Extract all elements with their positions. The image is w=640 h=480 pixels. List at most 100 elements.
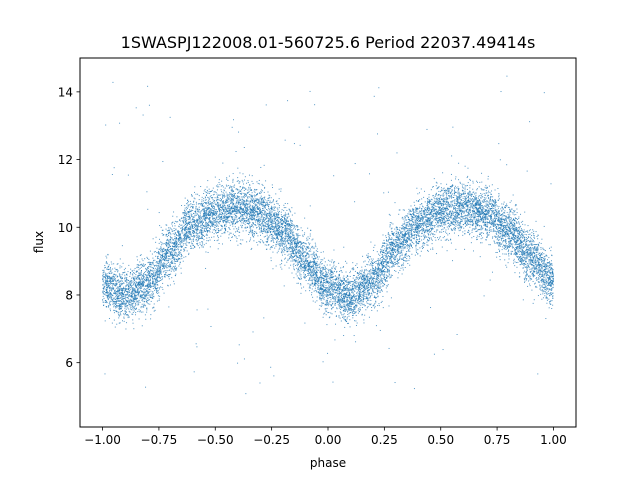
data-point xyxy=(531,235,532,237)
data-point xyxy=(202,221,204,223)
data-point xyxy=(111,288,113,290)
data-point xyxy=(133,289,135,291)
data-point xyxy=(225,223,227,225)
data-point xyxy=(346,299,348,301)
data-point xyxy=(354,296,356,298)
data-point xyxy=(260,210,262,212)
data-point xyxy=(227,184,229,186)
data-point xyxy=(482,220,484,222)
data-point xyxy=(132,289,134,291)
data-point xyxy=(345,295,347,297)
data-point xyxy=(457,220,459,222)
data-point xyxy=(115,281,117,283)
data-point xyxy=(196,233,198,235)
data-point xyxy=(134,278,136,280)
data-point xyxy=(370,241,372,243)
data-point xyxy=(423,223,425,225)
data-point xyxy=(263,197,265,199)
data-point xyxy=(267,221,269,223)
data-point xyxy=(524,277,526,279)
data-point xyxy=(361,297,363,299)
data-point xyxy=(188,252,190,254)
data-point xyxy=(159,267,161,269)
data-point xyxy=(414,217,416,219)
data-point xyxy=(346,285,348,287)
data-point xyxy=(418,217,420,219)
data-point xyxy=(301,261,303,263)
data-point xyxy=(310,272,312,274)
data-point xyxy=(428,236,430,238)
data-point xyxy=(326,300,328,302)
data-point xyxy=(353,279,355,281)
data-point xyxy=(408,259,410,261)
data-point xyxy=(309,267,311,269)
data-point xyxy=(452,214,454,216)
data-point xyxy=(497,241,499,243)
data-point xyxy=(190,245,192,247)
data-point xyxy=(180,256,182,258)
data-point xyxy=(278,217,280,218)
data-point xyxy=(116,306,118,308)
data-point xyxy=(513,258,515,260)
data-point xyxy=(357,283,359,285)
data-point xyxy=(447,214,449,216)
data-point xyxy=(516,212,518,214)
data-point xyxy=(320,289,322,290)
data-point xyxy=(126,305,128,307)
data-point xyxy=(137,301,139,303)
data-point xyxy=(465,210,467,212)
data-point xyxy=(273,199,275,201)
data-point xyxy=(231,211,233,213)
data-point xyxy=(296,264,298,266)
data-point xyxy=(520,241,522,243)
data-point xyxy=(106,268,108,270)
data-point xyxy=(381,245,383,247)
data-point xyxy=(242,199,244,201)
data-point xyxy=(497,218,499,220)
data-point xyxy=(520,235,522,237)
data-point xyxy=(298,271,300,273)
data-point xyxy=(164,272,166,274)
data-point xyxy=(385,256,387,258)
data-point xyxy=(264,225,266,227)
data-point xyxy=(290,211,292,213)
data-point xyxy=(222,162,224,164)
data-point xyxy=(276,231,278,233)
data-point xyxy=(532,248,534,250)
data-point xyxy=(203,234,205,236)
data-point xyxy=(532,241,534,243)
data-point xyxy=(287,224,289,226)
data-point xyxy=(327,294,329,296)
data-point xyxy=(117,279,119,281)
data-point xyxy=(368,270,370,272)
data-point xyxy=(243,147,245,148)
data-point xyxy=(268,206,270,208)
data-point xyxy=(460,206,462,208)
data-point xyxy=(252,206,254,208)
data-point xyxy=(171,237,173,239)
data-point xyxy=(343,279,345,281)
data-point xyxy=(480,220,482,222)
data-point xyxy=(261,213,263,215)
data-point xyxy=(166,240,168,242)
data-point xyxy=(451,229,453,231)
data-point xyxy=(237,199,239,201)
data-point xyxy=(183,242,185,244)
data-point xyxy=(289,256,291,258)
data-point xyxy=(207,201,209,203)
data-point xyxy=(432,235,434,237)
data-point xyxy=(313,253,315,255)
data-point xyxy=(257,213,259,215)
data-point xyxy=(205,227,207,229)
data-point xyxy=(377,263,379,265)
data-point xyxy=(200,210,202,212)
data-point xyxy=(227,209,229,211)
data-point xyxy=(535,250,537,252)
data-point xyxy=(178,257,180,259)
data-point xyxy=(312,260,314,262)
data-point xyxy=(338,298,340,300)
data-point xyxy=(388,275,390,277)
data-point xyxy=(137,270,138,272)
data-point xyxy=(415,240,417,242)
data-point xyxy=(335,295,337,297)
